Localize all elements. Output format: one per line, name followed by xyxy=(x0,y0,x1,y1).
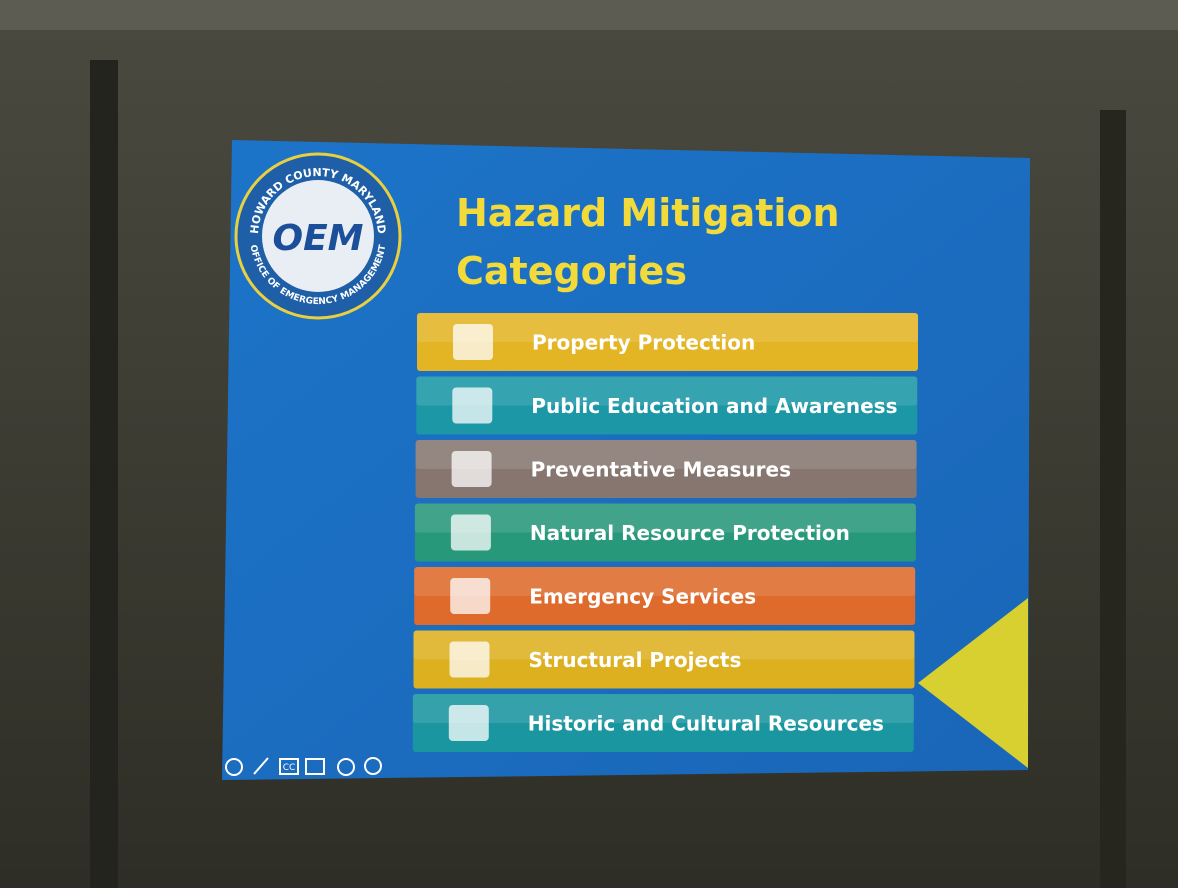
category-icon xyxy=(450,514,491,551)
category-bar xyxy=(414,503,916,562)
cc-button[interactable] xyxy=(279,758,299,775)
category-icon xyxy=(453,324,493,360)
category-label: Historic and Cultural Resources xyxy=(528,712,884,736)
category-icon xyxy=(448,705,489,741)
category-bar-shine xyxy=(415,440,917,469)
decor-triangle xyxy=(918,598,1028,768)
prev-button[interactable] xyxy=(225,758,243,776)
category-label: Structural Projects xyxy=(529,648,742,672)
category-bar-shine xyxy=(416,376,918,406)
title-line: Categories xyxy=(456,249,687,293)
category-row: Property Protection xyxy=(417,313,918,371)
title-line: Hazard Mitigation xyxy=(456,191,840,235)
category-icon xyxy=(452,387,493,424)
category-label: Preventative Measures xyxy=(531,458,791,482)
category-bar-shine xyxy=(412,694,914,723)
category-bar xyxy=(412,694,914,752)
pen-button[interactable] xyxy=(253,757,269,775)
category-row: Natural Resource Protection xyxy=(414,503,916,562)
category-bar-shine xyxy=(417,313,918,342)
category-label: Property Protection xyxy=(532,331,755,355)
category-row: Preventative Measures xyxy=(415,440,917,498)
category-bar xyxy=(414,567,916,625)
category-bar-shine xyxy=(414,503,916,533)
controls: CC xyxy=(225,757,382,776)
more-button[interactable] xyxy=(337,758,355,776)
category-row: Public Education and Awareness xyxy=(416,376,918,435)
category-row: Structural Projects xyxy=(413,630,915,689)
category-bar xyxy=(415,440,917,498)
category-icon xyxy=(450,578,491,614)
category-bar-shine xyxy=(413,630,915,660)
logo: HOWARD COUNTY MARYLAND OFFICE OF EMERGEN… xyxy=(234,152,402,320)
category-row: Emergency Services xyxy=(414,567,916,625)
category-label: Emergency Services xyxy=(529,585,756,609)
category-icon xyxy=(451,451,492,487)
wall-column xyxy=(1100,110,1126,888)
wall-column xyxy=(90,60,118,888)
next-button[interactable] xyxy=(364,757,382,775)
category-bar-shine xyxy=(414,567,916,596)
category-icon xyxy=(449,641,490,678)
category-bar xyxy=(416,376,918,435)
category-row: Historic and Cultural Resources xyxy=(412,694,914,752)
cc-label: CC xyxy=(283,763,296,773)
category-label: Public Education and Awareness xyxy=(531,394,897,418)
camera-button[interactable] xyxy=(305,758,325,775)
logo-inner xyxy=(262,180,374,292)
category-bar xyxy=(417,313,918,371)
category-bar xyxy=(413,630,915,689)
ceiling xyxy=(0,0,1178,30)
logo-center-text: OEM xyxy=(272,218,363,259)
category-label: Natural Resource Protection xyxy=(530,521,850,545)
